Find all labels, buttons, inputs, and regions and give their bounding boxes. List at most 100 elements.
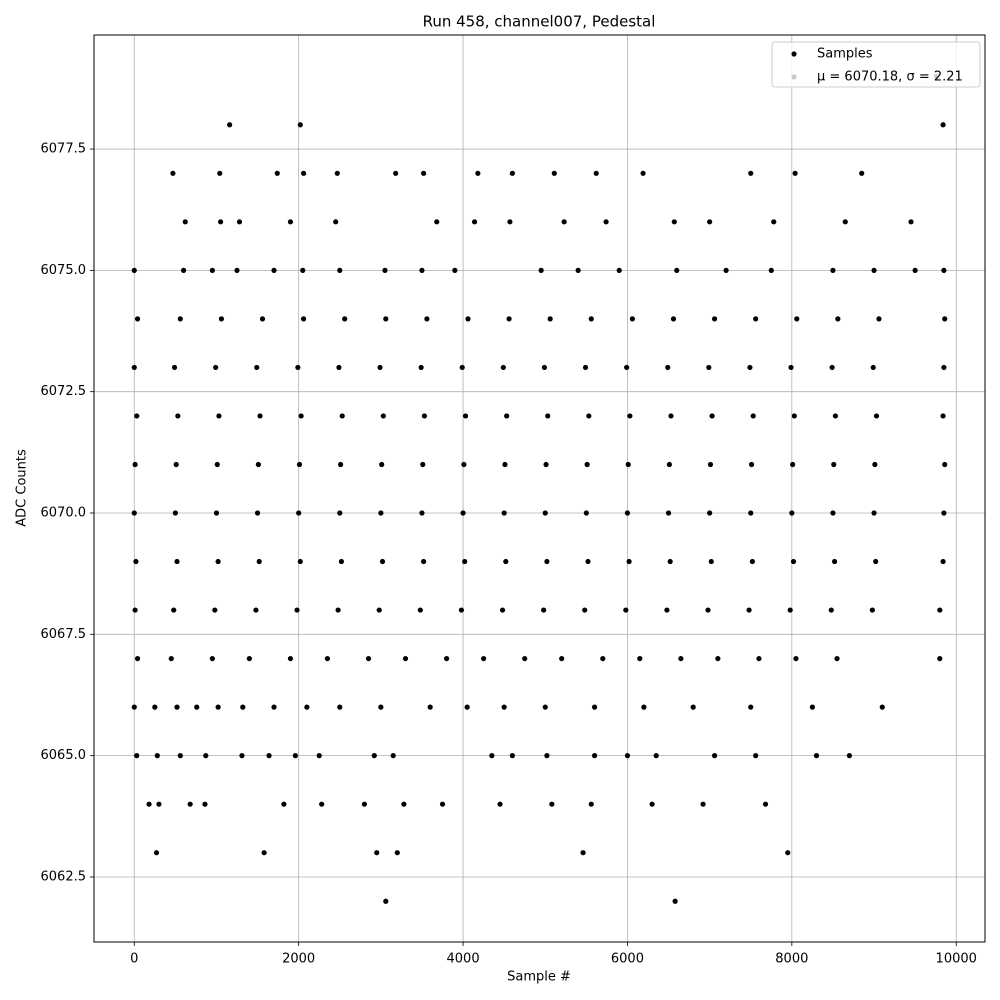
data-point xyxy=(842,219,848,225)
data-point xyxy=(254,510,261,516)
data-point xyxy=(873,558,879,565)
data-point xyxy=(460,510,466,516)
data-point xyxy=(830,267,836,273)
data-point xyxy=(421,558,427,565)
data-point xyxy=(625,461,631,468)
data-point xyxy=(748,170,754,176)
data-point xyxy=(575,267,581,273)
data-point xyxy=(271,267,277,273)
data-point xyxy=(624,510,631,516)
data-point xyxy=(379,558,386,565)
data-point xyxy=(603,219,609,225)
data-point xyxy=(334,170,340,176)
data-point xyxy=(549,801,555,807)
y-tick-label: 6075.0 xyxy=(41,263,87,278)
data-point xyxy=(287,655,294,662)
data-point xyxy=(394,850,400,856)
data-point xyxy=(835,316,841,322)
data-point xyxy=(337,704,343,710)
data-point xyxy=(941,364,947,371)
data-point xyxy=(637,655,643,662)
data-point xyxy=(832,413,839,419)
data-point xyxy=(401,801,407,807)
data-point xyxy=(297,122,303,128)
data-point xyxy=(256,558,262,565)
data-point xyxy=(830,510,836,516)
data-point xyxy=(236,219,243,225)
data-point xyxy=(501,704,507,710)
data-point xyxy=(187,801,193,807)
data-point xyxy=(382,267,388,273)
data-point xyxy=(746,607,752,613)
data-point xyxy=(378,704,384,710)
data-point xyxy=(670,316,677,322)
data-point xyxy=(668,413,674,419)
data-point xyxy=(212,607,218,613)
data-point xyxy=(768,267,774,273)
data-point xyxy=(294,607,300,613)
data-point xyxy=(134,753,140,759)
data-point xyxy=(171,364,178,371)
data-point xyxy=(591,704,598,710)
y-tick-label: 6070.0 xyxy=(41,506,87,521)
data-point xyxy=(828,607,834,613)
legend-marker xyxy=(791,51,797,57)
data-point xyxy=(872,461,878,468)
data-point xyxy=(287,219,294,225)
data-point xyxy=(756,655,762,662)
data-point xyxy=(131,704,137,710)
data-point xyxy=(544,753,550,759)
data-point xyxy=(182,219,188,225)
data-point xyxy=(296,510,302,516)
y-tick-label: 6072.5 xyxy=(41,384,87,399)
data-point xyxy=(649,801,655,807)
data-point xyxy=(937,607,943,613)
data-point xyxy=(239,753,245,759)
data-point xyxy=(172,510,178,516)
data-point xyxy=(545,413,551,419)
data-point xyxy=(177,753,183,759)
data-point xyxy=(674,267,680,273)
data-point xyxy=(427,704,433,710)
data-point xyxy=(522,655,528,662)
data-point xyxy=(271,704,277,710)
data-point xyxy=(870,364,876,371)
data-point xyxy=(300,267,306,273)
data-point xyxy=(509,753,515,759)
data-point xyxy=(458,607,465,613)
data-point xyxy=(707,510,713,516)
data-point xyxy=(218,316,225,322)
data-point xyxy=(711,316,718,322)
data-point xyxy=(153,850,160,856)
data-point xyxy=(259,316,266,322)
data-point xyxy=(227,122,233,128)
data-point xyxy=(747,364,753,371)
data-point xyxy=(376,607,382,613)
data-point xyxy=(234,267,240,273)
data-point xyxy=(180,267,187,273)
data-point xyxy=(281,801,287,807)
data-point xyxy=(380,413,386,419)
data-point xyxy=(541,607,547,613)
data-point xyxy=(383,898,389,904)
data-point xyxy=(542,704,548,710)
data-point xyxy=(543,461,549,468)
data-point xyxy=(580,850,586,856)
data-point xyxy=(593,170,599,176)
data-point xyxy=(665,364,671,371)
data-point xyxy=(723,267,729,273)
data-point xyxy=(502,461,508,468)
data-point xyxy=(941,267,947,273)
legend-marker xyxy=(791,74,797,80)
data-point xyxy=(700,801,706,807)
data-point xyxy=(871,267,877,273)
data-point xyxy=(623,607,629,613)
data-point xyxy=(788,364,794,371)
data-point xyxy=(653,753,659,759)
data-point xyxy=(792,170,798,176)
data-point xyxy=(627,413,633,419)
data-point xyxy=(624,753,631,759)
chart-title: Run 458, channel007, Pedestal xyxy=(423,13,656,31)
legend-box xyxy=(771,41,981,88)
data-point xyxy=(829,364,835,371)
